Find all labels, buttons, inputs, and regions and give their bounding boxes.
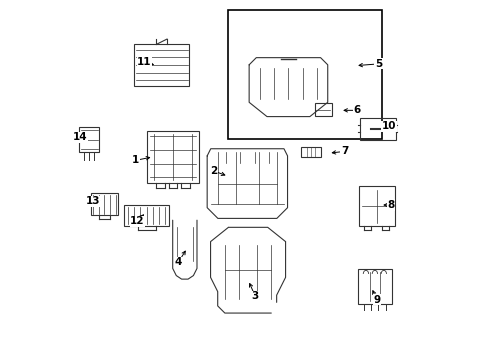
Bar [301,147,320,157]
Text: 5: 5 [374,59,381,69]
Text: 11: 11 [137,57,151,67]
Text: 6: 6 [353,105,360,115]
Bar [314,103,331,116]
Bar [359,118,395,140]
Text: 12: 12 [130,216,144,226]
Bar [134,44,189,86]
Text: 8: 8 [386,200,394,210]
Text: 2: 2 [210,166,217,176]
Bar [228,10,381,139]
Bar [90,193,118,215]
Text: 1: 1 [132,156,139,165]
Bar [147,131,199,183]
Text: 9: 9 [372,295,380,305]
Bar [357,269,391,304]
Bar [79,127,99,153]
Text: 4: 4 [174,257,182,267]
Bar [124,205,168,226]
Text: 14: 14 [73,132,87,142]
Text: 10: 10 [381,121,396,131]
Text: 13: 13 [85,197,100,206]
Bar [358,186,394,226]
Text: 3: 3 [251,291,258,301]
Text: 7: 7 [340,147,347,157]
